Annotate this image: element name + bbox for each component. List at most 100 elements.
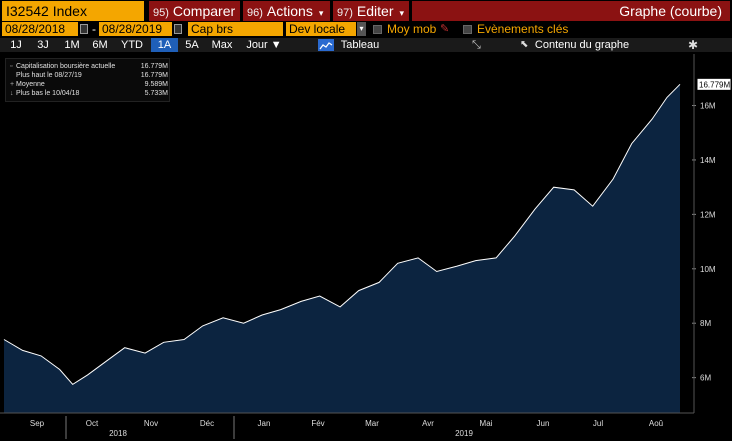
y-tick-label: 14M [700,156,716,165]
end-date-field[interactable]: 08/28/2019 [99,22,172,36]
line-chart-icon[interactable] [318,39,334,51]
range-max-button[interactable]: Max [209,38,235,52]
legend-label: Plus bas le 10/04/18 [16,90,80,97]
range-5y-button[interactable]: 5A [181,38,203,52]
x-tick-label: Nov [144,419,158,428]
legend-value: 5.733M [144,90,168,97]
x-tick-label: Jan [258,419,271,428]
x-tick-label: Mai [480,419,493,428]
chevron-down-icon[interactable]: ▾ [357,22,366,36]
range-label: 3J [37,39,49,51]
compare-button[interactable]: 95) Comparer [149,1,240,21]
y-tick-label: 12M [700,210,716,219]
range-1m-button[interactable]: 1M [60,38,84,52]
year-label: 2019 [455,429,473,438]
currency-value: Dev locale [289,22,346,36]
x-tick-label: Oct [86,419,99,428]
range-ytd-button[interactable]: YTD [118,38,146,52]
edit-label: Editer [356,3,394,19]
compare-number: 95) [153,7,169,19]
end-date-value: 08/28/2019 [102,22,163,36]
compare-label: Comparer [172,3,236,19]
table-button[interactable]: Tableau [338,38,382,52]
edit-button[interactable]: 97) Editer ▾ [333,1,409,21]
x-tick-label: Déc [200,419,214,428]
x-tick-label: Fév [311,419,324,428]
y-tick-label: 16M [700,102,716,111]
range-label: 1M [64,39,80,51]
title-area: Graphe (courbe) [412,1,730,21]
pencil-icon[interactable]: ✎ [440,23,450,35]
x-tick-label: Mar [365,419,379,428]
actions-button[interactable]: 96) Actions ▾ [243,1,330,21]
table-label: Tableau [340,39,380,51]
ticker-field[interactable]: I32542 Index [2,1,144,21]
legend-row-high: Plus haut le 08/27/19 16.779M [10,71,168,80]
chart-content-label: Contenu du graphe [534,39,630,51]
cursor-icon: ⬉ [520,39,529,50]
expand-icon[interactable]: ⤡ [472,39,481,51]
legend-label: Plus haut le 08/27/19 [16,72,82,79]
date-separator: - [92,22,96,36]
range-label: 6M [92,39,108,51]
x-tick-label: Jul [593,419,603,428]
calendar-icon[interactable] [174,24,182,34]
chart-legend: ▫ Capitalisation boursière actuelle 16.7… [5,58,170,102]
frequency-label: Jour [246,39,268,51]
legend-row-average: + Moyenne 9.589M [10,80,168,89]
chart-content-button[interactable]: Contenu du graphe [532,38,632,52]
last-value-box [696,77,732,91]
actions-label: Actions [266,3,313,19]
range-label: Max [211,39,233,51]
ticker-text: I32542 Index [6,3,87,19]
year-label: 2018 [109,429,127,438]
range-label: 1A [157,39,172,51]
legend-label: Capitalisation boursière actuelle [16,63,116,70]
series-area [4,84,680,414]
gear-icon[interactable]: ✱ [688,38,699,52]
y-tick-label: 6M [700,374,711,383]
x-tick-label: Sep [30,419,45,428]
legend-marker: ▫ [10,63,13,70]
events-label: Evènements clés [477,22,569,36]
range-1y-button[interactable]: 1A [151,38,178,52]
x-tick-label: Aoû [649,419,663,428]
last-value-label: 16.779M [699,80,730,89]
legend-value: 16.779M [140,63,168,70]
actions-dropdown-icon: ▾ [318,8,324,18]
legend-label: Moyenne [16,81,45,88]
range-label: 1J [10,39,22,51]
legend-row-current: ▫ Capitalisation boursière actuelle 16.7… [10,62,168,71]
moving-average-label: Moy mob [387,22,437,36]
frequency-dropdown[interactable]: Jour ▼ [242,38,286,52]
legend-marker: ↓ [10,90,14,97]
range-6m-button[interactable]: 6M [88,38,112,52]
legend-value: 16.779M [140,72,168,79]
options-bar: 08/28/2018 - 08/28/2019 Cap brs Dev loca… [0,22,732,37]
price-chart[interactable]: 6M 8M 10M 12M 14M 16M 16.779M Sep Oct Nov Déc Jan Fé… [0,54,732,441]
range-label: 5A [185,39,199,51]
edit-number: 97) [337,7,353,19]
legend-value: 9.589M [144,81,168,88]
actions-number: 96) [247,7,263,19]
legend-marker: + [10,81,15,88]
currency-selector[interactable]: Dev locale [286,22,356,36]
field-selector[interactable]: Cap brs [188,22,283,36]
y-tick-label: 8M [700,319,711,328]
range-label: YTD [121,39,143,51]
x-tick-label: Jun [537,419,550,428]
chart-svg: 6M 8M 10M 12M 14M 16M 16.779M Sep Oct Nov Déc Jan Fé… [0,54,732,439]
start-date-value: 08/28/2018 [5,22,66,36]
range-1d-button[interactable]: 1J [6,38,26,52]
legend-row-low: ↓ Plus bas le 10/04/18 5.733M [10,89,168,98]
edit-dropdown-icon: ▾ [399,8,405,18]
moving-average-checkbox[interactable] [373,25,382,34]
chevron-down-icon: ▼ [270,39,282,51]
start-date-field[interactable]: 08/28/2018 [2,22,78,36]
calendar-icon[interactable] [80,24,88,34]
events-checkbox[interactable] [463,25,472,34]
range-3d-button[interactable]: 3J [32,38,54,52]
graph-title: Graphe (courbe) [619,3,722,19]
range-bar: 1J 3J 1M 6M YTD 1A 5A Max Jour ▼ Tableau… [0,38,732,52]
title-bar: I32542 Index 95) Comparer 96) Actions ▾ 97)… [0,0,732,22]
